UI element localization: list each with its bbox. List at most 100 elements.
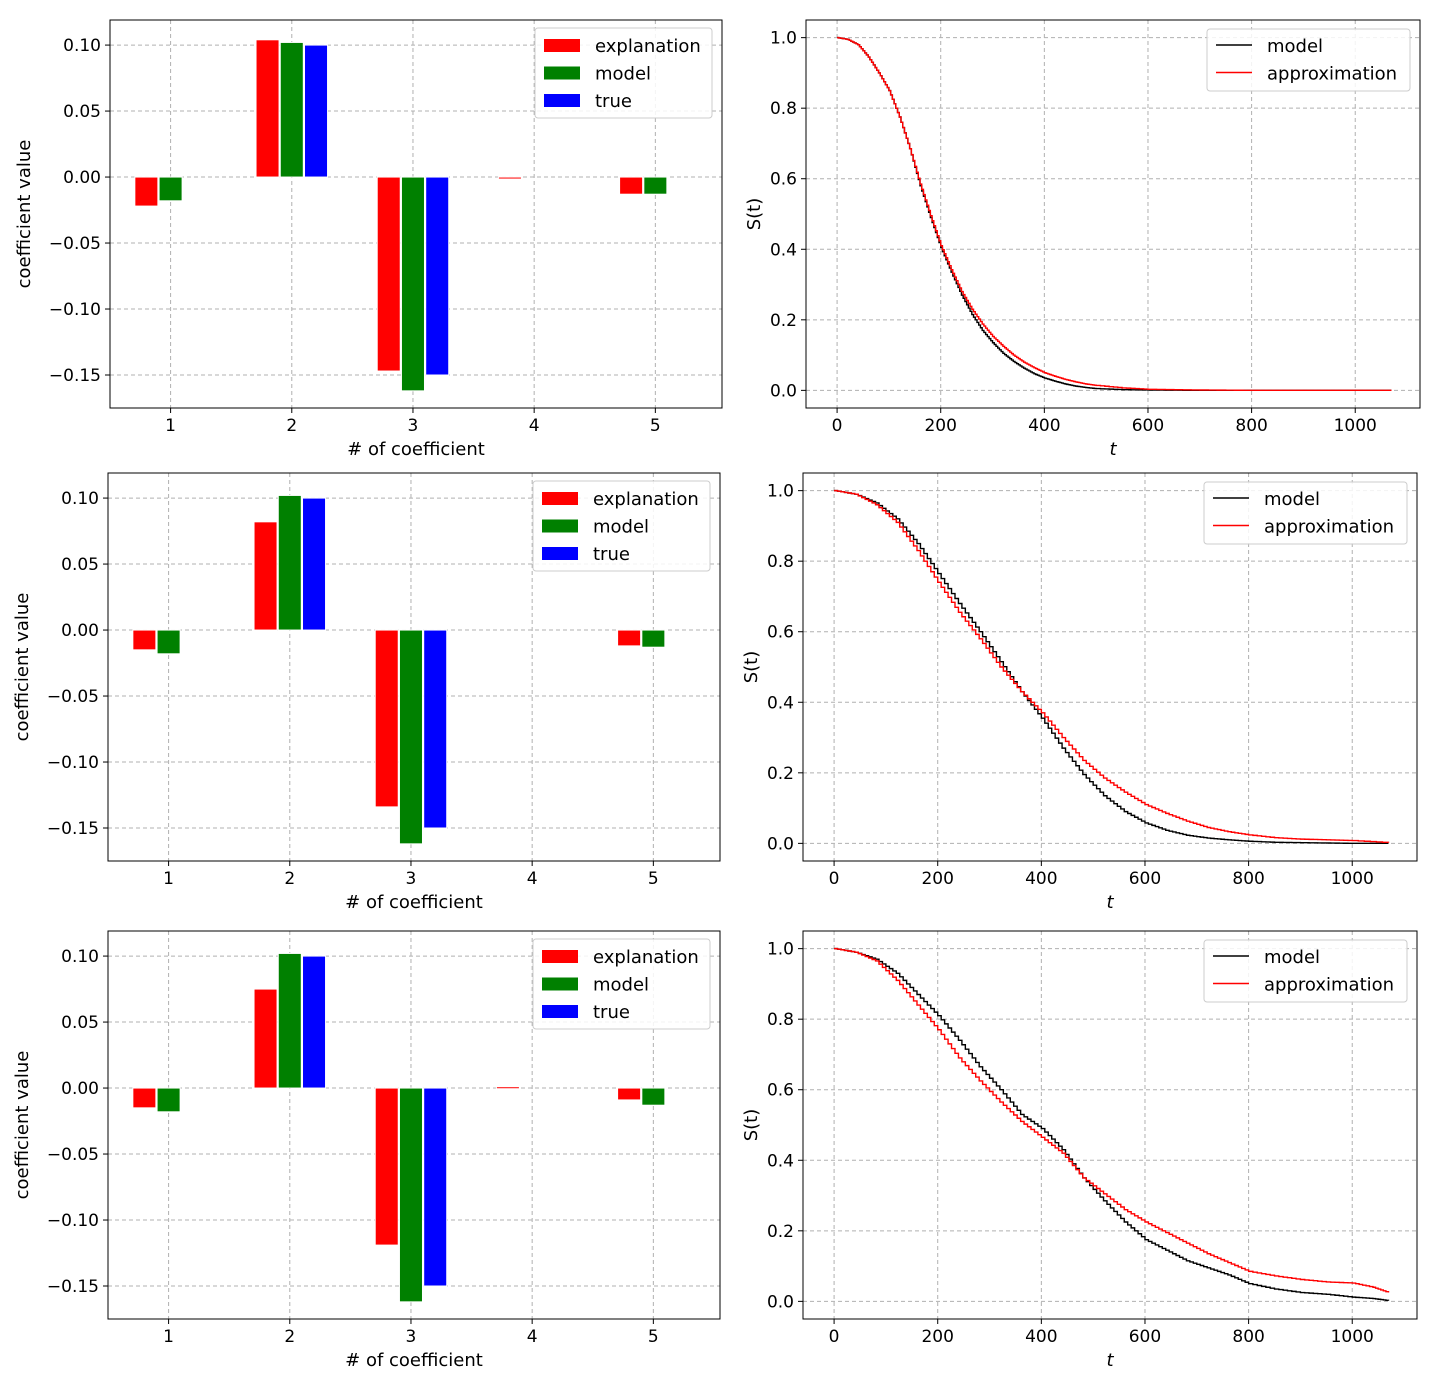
x-tick-label: 2 bbox=[284, 1327, 295, 1347]
bar-chart-3: −0.15 −0.10 −0.05 0.00 0.05 0.10 1 2 3 4 5 # of coe… bbox=[12, 930, 721, 1371]
bar-model-1 bbox=[158, 176, 183, 202]
y-tick-label: −0.05 bbox=[49, 234, 101, 254]
x-tick-label: 200 bbox=[924, 416, 956, 436]
bar-explanation-3 bbox=[374, 1087, 399, 1246]
legend-swatch-model bbox=[542, 519, 578, 533]
y-tick-label: 0.05 bbox=[61, 555, 99, 575]
legend-label-approximation: approximation bbox=[1267, 64, 1397, 85]
curve-model bbox=[834, 489, 1389, 845]
x-tick-label: 1000 bbox=[1331, 869, 1374, 889]
curve-approximation bbox=[834, 489, 1390, 844]
survival-chart-3: 0.0 0.2 0.4 0.6 0.8 1.0 0 200 400 600 800 1000 t S(t)… bbox=[741, 930, 1418, 1371]
y-tick-label: 0.8 bbox=[770, 99, 797, 119]
x-axis-label: t bbox=[1106, 1350, 1114, 1371]
y-tick-label: 0.10 bbox=[61, 947, 99, 967]
curve-model bbox=[834, 947, 1390, 1302]
bar-explanation-2 bbox=[253, 988, 278, 1089]
x-tick-label: 400 bbox=[1025, 869, 1057, 889]
y-tick-label: −0.05 bbox=[47, 1145, 99, 1165]
y-tick-label: −0.10 bbox=[47, 753, 99, 773]
x-tick-label: 800 bbox=[1235, 416, 1267, 436]
y-tick-label: −0.15 bbox=[49, 366, 101, 386]
y-tick-label: 0.2 bbox=[770, 311, 797, 331]
y-tick-label: 0.0 bbox=[767, 1292, 794, 1312]
x-axis-label: # of coefficient bbox=[345, 1350, 483, 1371]
bar-true-2 bbox=[302, 497, 327, 631]
x-tick-label: 3 bbox=[406, 1327, 417, 1347]
curve-approximation bbox=[834, 947, 1390, 1293]
x-tick-label: 800 bbox=[1232, 869, 1264, 889]
survival-chart-1: 0.0 0.2 0.4 0.6 0.8 1.0 0 200 400 600 800 1000 t S(t)… bbox=[744, 19, 1421, 460]
y-tick-label: 0.00 bbox=[63, 168, 101, 188]
bar-true-3 bbox=[425, 176, 450, 376]
legend-swatch-model bbox=[544, 66, 580, 80]
y-axis-label: S(t) bbox=[744, 198, 765, 231]
y-tick-label: 0.6 bbox=[767, 623, 794, 643]
y-tick-label: 0.8 bbox=[767, 1010, 794, 1030]
x-tick-label: 400 bbox=[1025, 1327, 1057, 1347]
y-axis-label: coefficient value bbox=[14, 140, 35, 289]
plot-frame bbox=[109, 19, 723, 409]
x-tick-label: 1000 bbox=[1334, 416, 1377, 436]
bar-model-5 bbox=[641, 1087, 666, 1106]
bar-model-5 bbox=[641, 629, 666, 648]
plot-frame bbox=[802, 472, 1418, 862]
x-tick-label: 3 bbox=[408, 416, 419, 436]
x-tick-label: 1000 bbox=[1331, 1327, 1374, 1347]
legend-label-model: model bbox=[595, 64, 651, 85]
plot-frame bbox=[107, 472, 721, 862]
x-tick-label: 2 bbox=[284, 869, 295, 889]
x-tick-label: 2 bbox=[286, 416, 297, 436]
y-tick-label: 0.4 bbox=[767, 1151, 794, 1171]
x-tick-label: 0 bbox=[829, 869, 840, 889]
bar-explanation-1 bbox=[132, 629, 157, 651]
x-tick-label: 600 bbox=[1129, 869, 1161, 889]
bar-model-2 bbox=[277, 952, 302, 1089]
legend-swatch-explanation bbox=[542, 492, 578, 505]
x-tick-label: 5 bbox=[650, 416, 661, 436]
legend-label-approximation: approximation bbox=[1264, 975, 1394, 996]
bar-true-3 bbox=[423, 1087, 448, 1287]
x-tick-label: 200 bbox=[921, 1327, 953, 1347]
bar-model-2 bbox=[279, 41, 304, 178]
x-tick-label: 0 bbox=[832, 416, 843, 436]
y-tick-label: −0.10 bbox=[47, 1211, 99, 1231]
y-tick-label: 1.0 bbox=[767, 940, 794, 960]
bar-explanation-2 bbox=[255, 39, 280, 178]
legend-swatch-true bbox=[542, 547, 578, 560]
bar-explanation-3 bbox=[376, 176, 401, 372]
x-tick-label: 1 bbox=[163, 869, 174, 889]
legend-label-model: model bbox=[1264, 489, 1320, 510]
x-tick-label: 0 bbox=[829, 1327, 840, 1347]
legend-label-approximation: approximation bbox=[1264, 517, 1394, 538]
bar-model-1 bbox=[156, 1087, 181, 1113]
x-tick-label: 600 bbox=[1129, 1327, 1161, 1347]
legend-box bbox=[1203, 481, 1408, 545]
x-tick-label: 1 bbox=[165, 416, 176, 436]
bar-explanation-3 bbox=[374, 629, 399, 808]
x-tick-label: 3 bbox=[406, 869, 417, 889]
survival-chart-2: 0.0 0.2 0.4 0.6 0.8 1.0 0 200 400 600 800 1000 t S(t)… bbox=[741, 472, 1418, 913]
y-tick-label: −0.15 bbox=[47, 1277, 99, 1297]
y-axis-label: coefficient value bbox=[12, 1051, 33, 1200]
legend-label-explanation: explanation bbox=[595, 36, 701, 57]
y-tick-label: 0.05 bbox=[61, 1013, 99, 1033]
bar-model-5 bbox=[643, 176, 668, 195]
y-tick-label: −0.10 bbox=[49, 300, 101, 320]
y-tick-label: 0.4 bbox=[770, 240, 797, 260]
x-tick-label: 4 bbox=[529, 416, 540, 436]
bar-true-2 bbox=[302, 955, 327, 1089]
plot-frame bbox=[802, 930, 1418, 1320]
bar-chart-1: −0.15 −0.10 −0.05 0.00 0.05 0.10 1 2 3 4 5 # of coe… bbox=[14, 19, 723, 460]
x-tick-label: 200 bbox=[921, 869, 953, 889]
x-tick-label: 1 bbox=[163, 1327, 174, 1347]
y-tick-label: 0.10 bbox=[63, 36, 101, 56]
bar-explanation-5 bbox=[619, 176, 644, 195]
legend-label-model: model bbox=[593, 517, 649, 538]
bar-chart-2: −0.15 −0.10 −0.05 0.00 0.05 0.10 1 2 3 4 5 # of coe… bbox=[12, 472, 721, 913]
y-tick-label: 1.0 bbox=[767, 482, 794, 502]
plot-frame bbox=[805, 19, 1421, 409]
y-tick-label: 0.2 bbox=[767, 764, 794, 784]
y-axis-label: S(t) bbox=[741, 1109, 762, 1142]
y-tick-label: 0.00 bbox=[61, 621, 99, 641]
